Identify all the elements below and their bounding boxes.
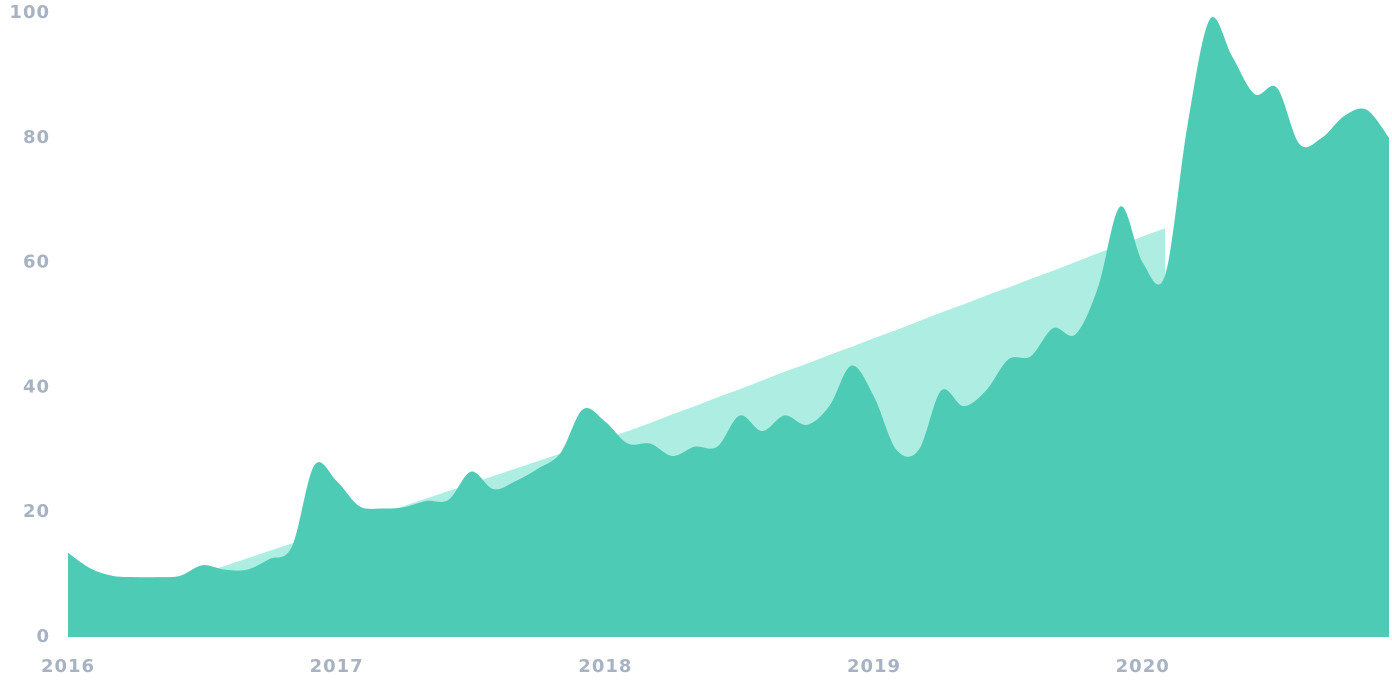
y-tick-label: 0 [36, 626, 50, 647]
y-tick-label: 100 [9, 2, 50, 23]
y-tick-label: 20 [23, 501, 50, 522]
y-tick-label: 40 [23, 376, 50, 397]
area [68, 17, 1389, 637]
y-tick-label: 80 [23, 127, 50, 148]
x-tick-label: 2018 [578, 656, 632, 677]
x-tick-label: 2017 [310, 656, 364, 677]
x-tick-label: 2016 [41, 656, 95, 677]
x-tick-label: 2019 [847, 656, 901, 677]
y-tick-label: 60 [23, 252, 50, 273]
x-tick-label: 2020 [1116, 656, 1170, 677]
